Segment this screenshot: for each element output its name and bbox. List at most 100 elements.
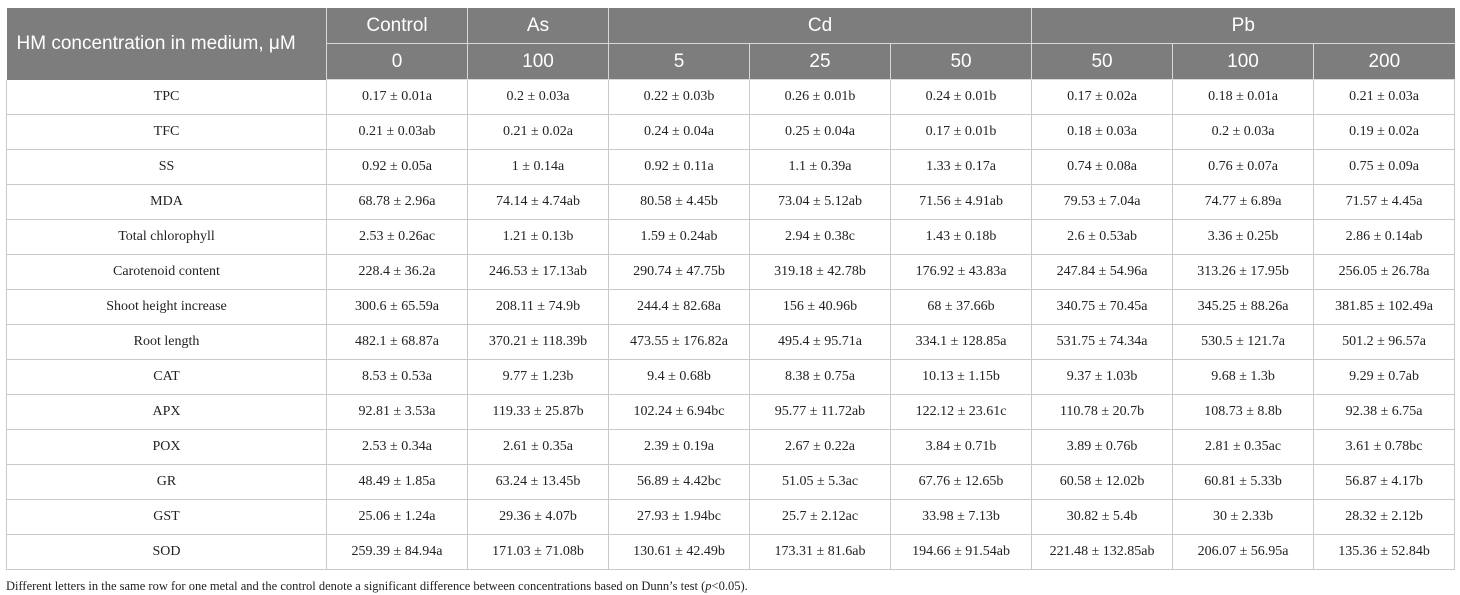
table-cell: 60.81 ± 5.33b bbox=[1172, 464, 1315, 500]
table-cell: 0.75 ± 0.09a bbox=[1313, 149, 1456, 185]
table-cell: 92.81 ± 3.53a bbox=[326, 394, 468, 430]
row-header-label: HM concentration in medium, μM bbox=[6, 8, 327, 80]
table-cell: 0.18 ± 0.01a bbox=[1172, 79, 1315, 115]
table-cell: 319.18 ± 42.78b bbox=[749, 254, 891, 290]
table-cell: 30.82 ± 5.4b bbox=[1031, 499, 1174, 535]
row-label: Shoot height increase bbox=[6, 289, 327, 325]
row-label: TPC bbox=[6, 79, 327, 115]
table-cell: 0.26 ± 0.01b bbox=[749, 79, 891, 115]
table-cell: 2.94 ± 0.38c bbox=[749, 219, 891, 255]
table-row: SS 0.92 ± 0.05a 1 ± 0.14a 0.92 ± 0.11a 1.1 ±… bbox=[6, 149, 1456, 185]
table-cell: 56.87 ± 4.17b bbox=[1313, 464, 1456, 500]
row-label: MDA bbox=[6, 184, 327, 220]
table-cell: 0.24 ± 0.04a bbox=[608, 114, 750, 150]
table-header: HM concentration in medium, μM Control A… bbox=[6, 8, 1455, 80]
table-cell: 33.98 ± 7.13b bbox=[890, 499, 1033, 535]
concentration-header: 0 bbox=[326, 43, 468, 80]
table-cell: 290.74 ± 47.75b bbox=[608, 254, 750, 290]
table-cell: 102.24 ± 6.94bc bbox=[608, 394, 750, 430]
table-cell: 25.7 ± 2.12ac bbox=[749, 499, 891, 535]
table-cell: 2.67 ± 0.22a bbox=[749, 429, 891, 465]
table-cell: 247.84 ± 54.96a bbox=[1031, 254, 1174, 290]
table-cell: 9.68 ± 1.3b bbox=[1172, 359, 1315, 395]
table-cell: 119.33 ± 25.87b bbox=[467, 394, 609, 430]
table-cell: 8.38 ± 0.75a bbox=[749, 359, 891, 395]
table-cell: 482.1 ± 68.87a bbox=[326, 324, 468, 360]
concentration-header: 25 bbox=[749, 43, 891, 80]
table-cell: 0.21 ± 0.02a bbox=[467, 114, 609, 150]
table-cell: 80.58 ± 4.45b bbox=[608, 184, 750, 220]
table-cell: 531.75 ± 74.34a bbox=[1031, 324, 1174, 360]
table-cell: 60.58 ± 12.02b bbox=[1031, 464, 1174, 500]
table-cell: 0.74 ± 0.08a bbox=[1031, 149, 1174, 185]
table-cell: 92.38 ± 6.75a bbox=[1313, 394, 1456, 430]
table-cell: 0.24 ± 0.01b bbox=[890, 79, 1033, 115]
concentration-header: 50 bbox=[1031, 43, 1174, 80]
table-cell: 340.75 ± 70.45a bbox=[1031, 289, 1174, 325]
row-label: POX bbox=[6, 429, 327, 465]
table-cell: 29.36 ± 4.07b bbox=[467, 499, 609, 535]
table-cell: 68.78 ± 2.96a bbox=[326, 184, 468, 220]
table-cell: 2.53 ± 0.26ac bbox=[326, 219, 468, 255]
table-cell: 25.06 ± 1.24a bbox=[326, 499, 468, 535]
row-label: GR bbox=[6, 464, 327, 500]
table-cell: 0.25 ± 0.04a bbox=[749, 114, 891, 150]
data-table: HM concentration in medium, μM Control A… bbox=[6, 8, 1456, 570]
table-cell: 246.53 ± 17.13ab bbox=[467, 254, 609, 290]
table-cell: 208.11 ± 74.9b bbox=[467, 289, 609, 325]
row-label: CAT bbox=[6, 359, 327, 395]
group-control: Control bbox=[326, 8, 468, 44]
table-row: SOD 259.39 ± 84.94a 171.03 ± 71.08b 130.61 … bbox=[6, 534, 1456, 570]
table-cell: 122.12 ± 23.61c bbox=[890, 394, 1033, 430]
table-cell: 73.04 ± 5.12ab bbox=[749, 184, 891, 220]
table-cell: 3.89 ± 0.76b bbox=[1031, 429, 1174, 465]
concentration-header: 100 bbox=[1172, 43, 1315, 80]
table-cell: 0.2 ± 0.03a bbox=[1172, 114, 1315, 150]
table-cell: 3.61 ± 0.78bc bbox=[1313, 429, 1456, 465]
table-cell: 71.57 ± 4.45a bbox=[1313, 184, 1456, 220]
table-cell: 2.81 ± 0.35ac bbox=[1172, 429, 1315, 465]
table-cell: 259.39 ± 84.94a bbox=[326, 534, 468, 570]
table-cell: 68 ± 37.66b bbox=[890, 289, 1033, 325]
table-cell: 63.24 ± 13.45b bbox=[467, 464, 609, 500]
table-cell: 0.21 ± 0.03ab bbox=[326, 114, 468, 150]
table-cell: 530.5 ± 121.7a bbox=[1172, 324, 1315, 360]
table-cell: 334.1 ± 128.85a bbox=[890, 324, 1033, 360]
table-cell: 0.21 ± 0.03a bbox=[1313, 79, 1456, 115]
table-cell: 2.86 ± 0.14ab bbox=[1313, 219, 1456, 255]
table-cell: 110.78 ± 20.7b bbox=[1031, 394, 1174, 430]
row-label: Carotenoid content bbox=[6, 254, 327, 290]
table-cell: 48.49 ± 1.85a bbox=[326, 464, 468, 500]
table-cell: 51.05 ± 5.3ac bbox=[749, 464, 891, 500]
table-cell: 74.77 ± 6.89a bbox=[1172, 184, 1315, 220]
table-cell: 0.76 ± 0.07a bbox=[1172, 149, 1315, 185]
table-cell: 473.55 ± 176.82a bbox=[608, 324, 750, 360]
table-cell: 1.21 ± 0.13b bbox=[467, 219, 609, 255]
table-container: HM concentration in medium, μM Control A… bbox=[6, 8, 1456, 594]
table-cell: 1.1 ± 0.39a bbox=[749, 149, 891, 185]
table-cell: 2.6 ± 0.53ab bbox=[1031, 219, 1174, 255]
table-row: Root length 482.1 ± 68.87a 370.21 ± 118.39… bbox=[6, 324, 1456, 360]
table-row: APX 92.81 ± 3.53a 119.33 ± 25.87b 102.24 ± … bbox=[6, 394, 1456, 430]
table-cell: 9.37 ± 1.03b bbox=[1031, 359, 1174, 395]
table-cell: 135.36 ± 52.84b bbox=[1313, 534, 1456, 570]
header-row-groups: HM concentration in medium, μM Control A… bbox=[6, 8, 1455, 80]
table-cell: 256.05 ± 26.78a bbox=[1313, 254, 1456, 290]
table-cell: 370.21 ± 118.39b bbox=[467, 324, 609, 360]
table-cell: 173.31 ± 81.6ab bbox=[749, 534, 891, 570]
table-cell: 171.03 ± 71.08b bbox=[467, 534, 609, 570]
table-cell: 9.77 ± 1.23b bbox=[467, 359, 609, 395]
row-label: GST bbox=[6, 499, 327, 535]
table-cell: 74.14 ± 4.74ab bbox=[467, 184, 609, 220]
table-row: CAT 8.53 ± 0.53a 9.77 ± 1.23b 9.4 ± 0.68b 8.… bbox=[6, 359, 1456, 395]
table-row: Carotenoid content 228.4 ± 36.2a 246.53 ± … bbox=[6, 254, 1456, 290]
row-label: APX bbox=[6, 394, 327, 430]
table-cell: 501.2 ± 96.57a bbox=[1313, 324, 1456, 360]
table-cell: 27.93 ± 1.94bc bbox=[608, 499, 750, 535]
row-label: TFC bbox=[6, 114, 327, 150]
table-cell: 300.6 ± 65.59a bbox=[326, 289, 468, 325]
table-cell: 1.33 ± 0.17a bbox=[890, 149, 1033, 185]
table-footnote: Different letters in the same row for on… bbox=[6, 579, 1454, 594]
table-cell: 0.17 ± 0.02a bbox=[1031, 79, 1174, 115]
table-cell: 1.43 ± 0.18b bbox=[890, 219, 1033, 255]
